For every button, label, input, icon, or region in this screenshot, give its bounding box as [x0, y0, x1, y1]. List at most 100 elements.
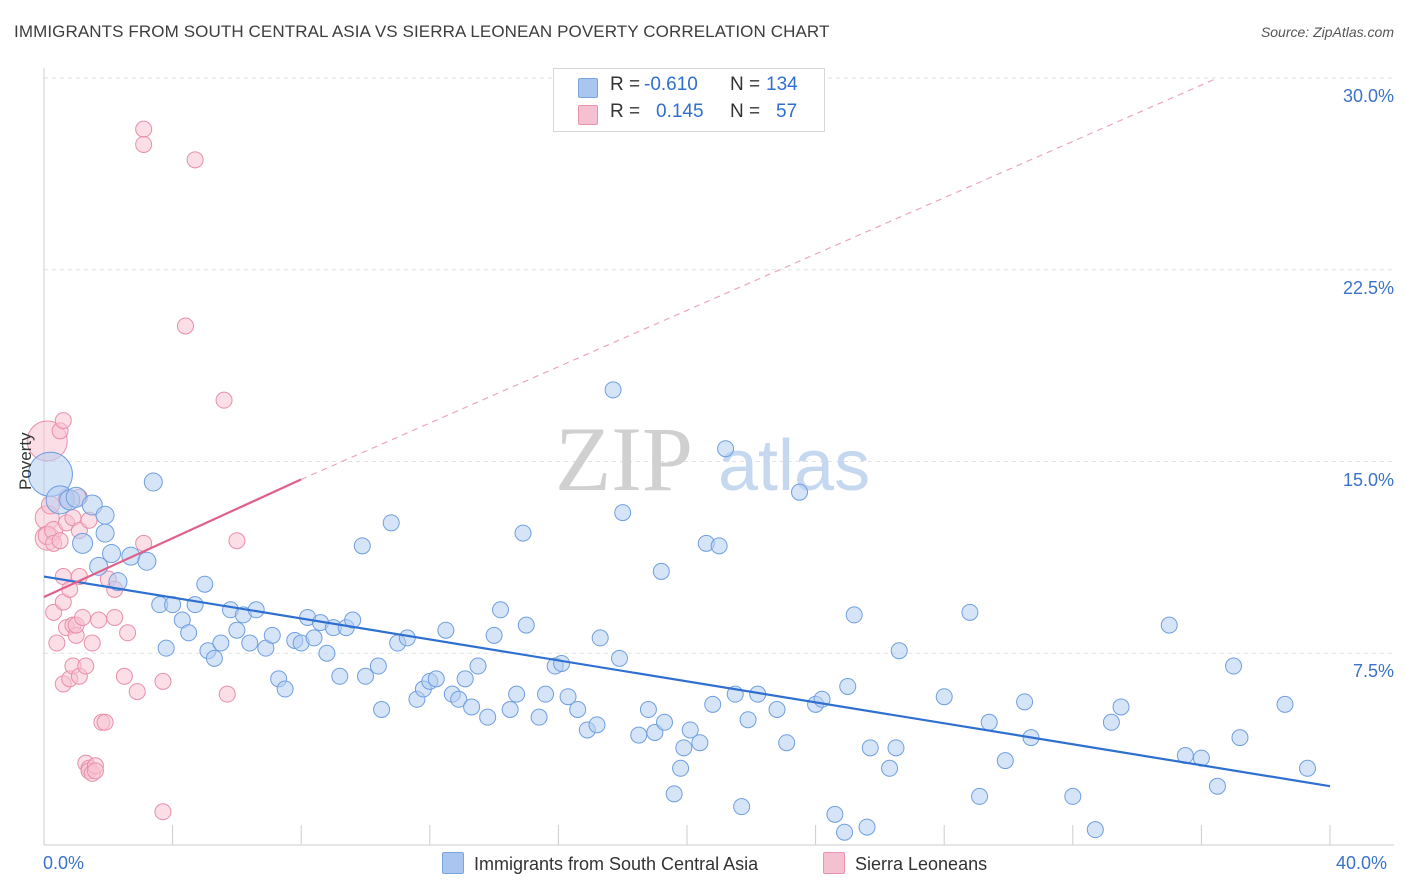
- data-point: [890, 642, 908, 660]
- watermark-zip: ZIP: [555, 408, 693, 510]
- data-point: [228, 532, 246, 550]
- bottom-legend-blue: Immigrants from South Central Asia: [442, 852, 758, 875]
- data-point: [218, 685, 236, 703]
- data-point: [665, 785, 683, 803]
- data-point: [137, 551, 157, 571]
- data-point: [119, 624, 137, 642]
- data-point: [604, 381, 622, 399]
- legend-row-pink: R = 0.145 N = 57: [578, 101, 818, 127]
- data-point: [861, 739, 879, 757]
- data-point: [553, 654, 571, 672]
- data-point: [1016, 693, 1034, 711]
- data-point: [456, 670, 474, 688]
- data-point: [530, 708, 548, 726]
- data-point: [95, 505, 115, 525]
- data-point: [241, 634, 259, 652]
- data-point: [276, 680, 294, 698]
- data-point: [479, 708, 497, 726]
- data-point: [980, 713, 998, 731]
- bottom-legend-swatch-pink: [823, 852, 845, 874]
- data-point: [373, 700, 391, 718]
- data-point: [610, 649, 628, 667]
- data-point: [135, 135, 153, 153]
- data-point: [96, 713, 114, 731]
- y-axis-label: Poverty: [16, 432, 35, 490]
- trend-line-pink-extended: [300, 77, 1218, 480]
- y-tick-label: 7.5%: [1352, 661, 1394, 682]
- data-point: [485, 626, 503, 644]
- data-point: [305, 629, 323, 647]
- data-point: [961, 603, 979, 621]
- data-point: [508, 685, 526, 703]
- data-point: [887, 739, 905, 757]
- data-point: [102, 544, 122, 564]
- data-point: [115, 667, 133, 685]
- data-point: [639, 700, 657, 718]
- data-point: [517, 616, 535, 634]
- trend-lines: [43, 77, 1331, 788]
- data-point: [704, 695, 722, 713]
- y-tick-label: 22.5%: [1342, 277, 1394, 298]
- data-point: [768, 700, 786, 718]
- blue-series: [27, 381, 1316, 841]
- legend-swatch-pink: [578, 105, 598, 125]
- data-point: [630, 726, 648, 744]
- legend-r-value: -0.610: [644, 74, 698, 95]
- data-point: [108, 572, 128, 592]
- data-point: [72, 532, 94, 554]
- trend-line-blue: [43, 575, 1331, 788]
- legend-row-blue: R = -0.610 N = 134: [578, 74, 818, 100]
- data-point: [128, 683, 146, 701]
- bottom-legend-swatch-blue: [442, 852, 464, 874]
- data-point: [106, 608, 124, 626]
- data-point: [121, 546, 141, 566]
- data-point: [971, 787, 989, 805]
- bottom-legend-label-pink: Sierra Leoneans: [855, 854, 988, 874]
- data-point: [681, 721, 699, 739]
- data-point: [331, 667, 349, 685]
- data-point: [836, 823, 854, 841]
- data-point: [357, 667, 374, 685]
- data-point: [569, 700, 587, 718]
- data-point: [559, 688, 577, 706]
- legend-n-label: N =: [730, 74, 761, 95]
- data-point: [739, 711, 757, 729]
- data-point: [996, 752, 1014, 770]
- data-point: [180, 624, 198, 642]
- data-point: [1298, 759, 1316, 777]
- data-point: [196, 575, 214, 593]
- data-point: [514, 524, 532, 542]
- data-point: [935, 688, 953, 706]
- data-point: [437, 621, 455, 639]
- legend-n-value: 134: [766, 74, 798, 95]
- data-point: [778, 734, 796, 752]
- data-point: [51, 532, 69, 550]
- data-point: [1231, 729, 1249, 747]
- data-point: [655, 713, 673, 731]
- legend-r-value: 0.145: [656, 101, 704, 122]
- data-point: [263, 626, 281, 644]
- data-point: [691, 734, 709, 752]
- data-point: [1112, 698, 1130, 716]
- data-point: [186, 596, 204, 614]
- data-point: [588, 716, 606, 734]
- data-point: [212, 634, 230, 652]
- source-label: Source: ZipAtlas.com: [1260, 24, 1394, 40]
- data-point: [1208, 777, 1226, 795]
- data-point: [791, 483, 809, 501]
- data-point: [157, 639, 175, 657]
- data-point: [858, 818, 876, 836]
- data-point: [95, 523, 115, 543]
- data-point: [826, 805, 844, 823]
- data-point: [427, 670, 445, 688]
- data-point: [1064, 787, 1082, 805]
- data-point: [710, 537, 728, 555]
- data-point: [398, 629, 416, 647]
- data-point: [537, 685, 555, 703]
- trend-line-pink: [43, 478, 302, 599]
- data-point: [733, 798, 751, 816]
- data-point: [1276, 695, 1294, 713]
- data-point: [450, 690, 468, 708]
- data-point: [318, 644, 336, 662]
